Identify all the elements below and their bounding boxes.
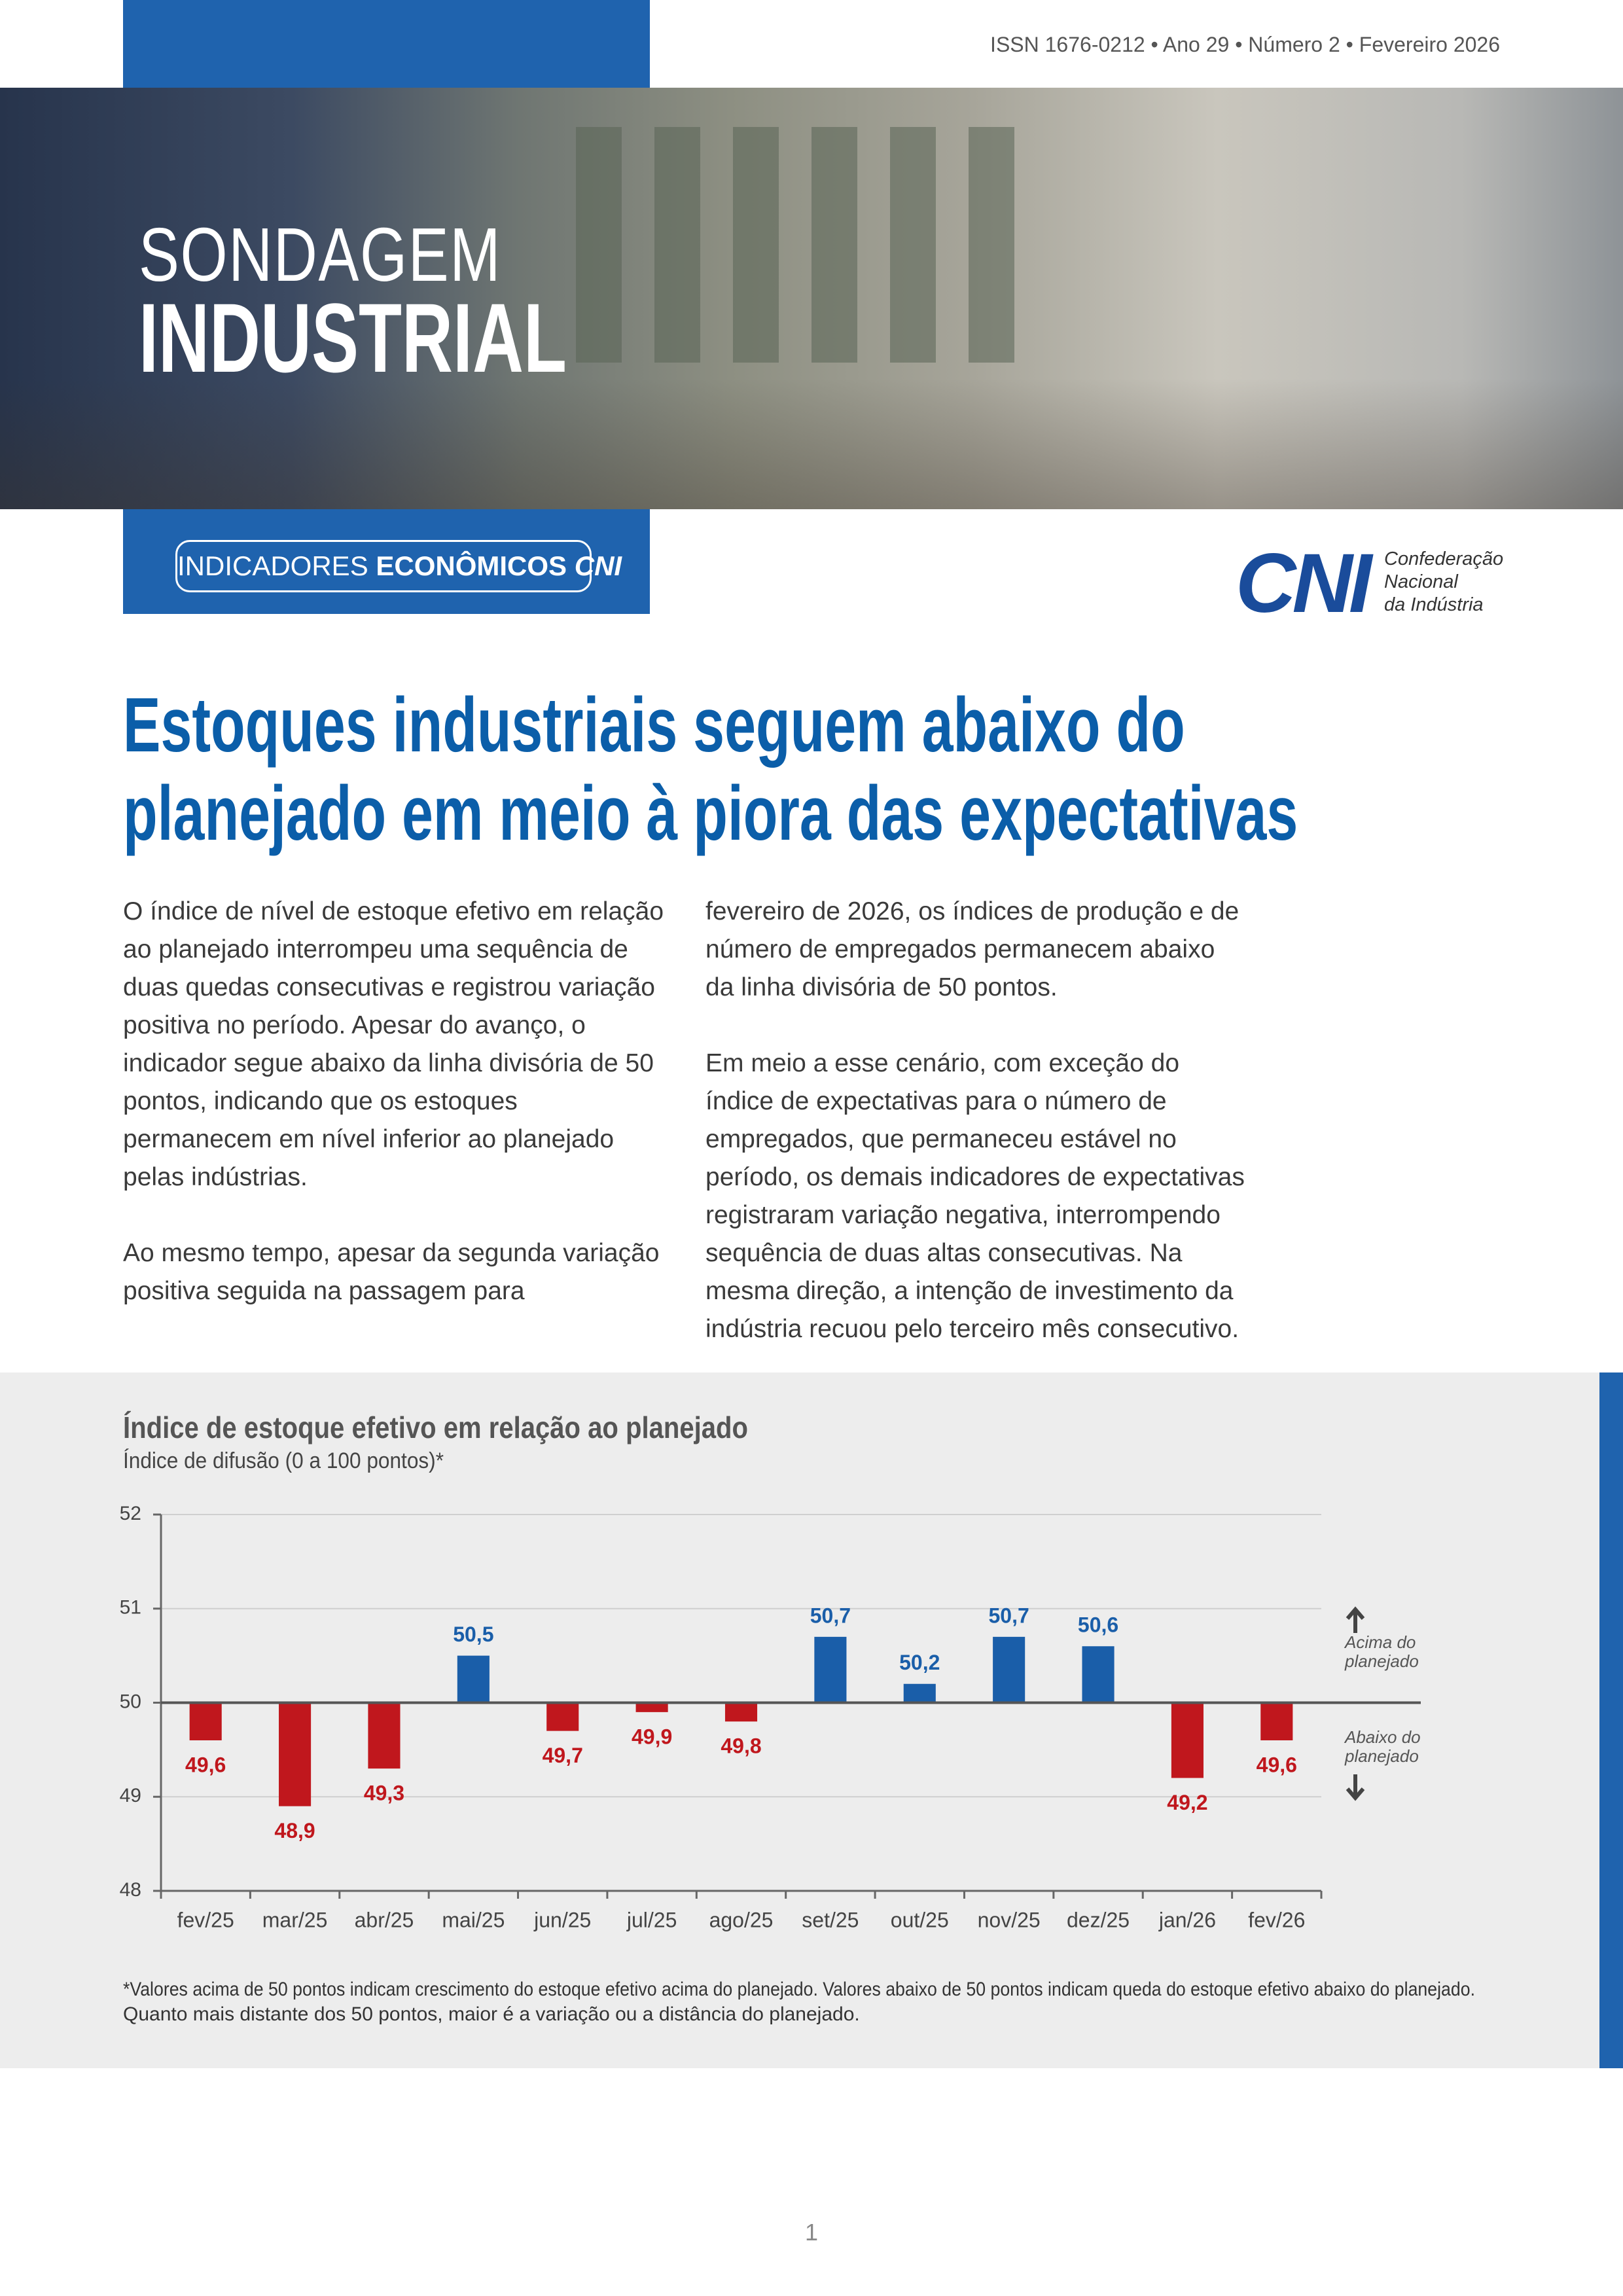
value-label: 49,7 [543, 1744, 583, 1767]
value-label: 49,6 [185, 1753, 226, 1776]
side-bar [1599, 1372, 1623, 2068]
x-tick-label: ago/25 [709, 1908, 774, 1931]
photo-shape [812, 127, 857, 363]
footnote: Quanto mais distante dos 50 pontos, maio… [123, 2003, 860, 2025]
badge-bar [123, 509, 650, 614]
x-tick-label: mai/25 [442, 1908, 505, 1931]
text-column: fevereiro de 2026, os índices de produçã… [705, 893, 1249, 1386]
value-label: 50,5 [453, 1623, 493, 1646]
y-tick-label: 51 [120, 1597, 141, 1619]
value-label: 49,2 [1167, 1791, 1207, 1814]
photo-shape [890, 127, 936, 363]
paragraph: O índice de nível de estoque efetivo em … [123, 897, 664, 1191]
badge-text: ECONÔMICOS [376, 550, 567, 581]
value-label: 50,7 [989, 1604, 1029, 1627]
arrow-down [1346, 1774, 1365, 1801]
page-number: 1 [804, 2219, 819, 2246]
annotation: planejado [1344, 1746, 1419, 1766]
x-tick-label: dez/25 [1067, 1908, 1130, 1931]
bar [1082, 1646, 1115, 1703]
x-tick-label: jul/25 [626, 1908, 677, 1931]
photo-shape [733, 127, 779, 363]
bar [903, 1683, 936, 1703]
badge-brand: CNI [574, 550, 622, 581]
value-label: 49,8 [721, 1734, 761, 1758]
photo-shape [654, 127, 700, 363]
y-tick-label: 48 [120, 1879, 141, 1901]
value-label: 49,3 [364, 1782, 404, 1805]
x-tick-label: jun/25 [533, 1908, 591, 1931]
text-column: O índice de nível de estoque efetivo em … [123, 893, 666, 1348]
bar [1171, 1702, 1204, 1778]
y-tick-label: 49 [120, 1785, 141, 1806]
logo: CNI [1236, 537, 1372, 630]
series-title: INDUSTRIAL [139, 283, 567, 393]
annotation: Acima do [1344, 1632, 1416, 1652]
x-tick-label: fev/25 [177, 1908, 234, 1931]
series-title: SONDAGEM [139, 212, 502, 297]
bar [1260, 1702, 1293, 1740]
value-label: 50,6 [1078, 1613, 1118, 1637]
value-label: 49,9 [632, 1725, 672, 1748]
header-photo [0, 88, 1623, 509]
chart-subtitle: Índice de difusão (0 a 100 pontos)* [123, 1448, 444, 1473]
paragraph: Em meio a esse cenário, com exceção do í… [705, 1049, 1245, 1343]
annotation: planejado [1344, 1651, 1419, 1671]
bar [457, 1655, 490, 1703]
headline: planejado em meio à piora das expectativ… [123, 770, 1298, 857]
chart-background [0, 1372, 1599, 2068]
bar [814, 1636, 847, 1703]
logo-text: Nacional [1384, 571, 1458, 592]
arrow-up [1346, 1606, 1365, 1633]
paragraph: fevereiro de 2026, os índices de produçã… [705, 897, 1240, 1001]
value-label: 50,2 [899, 1651, 940, 1674]
value-label: 50,7 [810, 1604, 851, 1627]
bar [993, 1636, 1026, 1703]
x-tick-label: out/25 [891, 1908, 949, 1931]
footnote: *Valores acima de 50 pontos indicam cres… [123, 1979, 1475, 2000]
x-tick-label: mar/25 [262, 1908, 328, 1931]
y-tick-label: 52 [120, 1503, 141, 1524]
photo-shape [576, 127, 622, 363]
photo-shape [969, 127, 1014, 363]
bar [368, 1702, 401, 1769]
x-tick-label: jan/26 [1158, 1908, 1216, 1931]
bar [546, 1702, 579, 1731]
x-tick-label: set/25 [802, 1908, 859, 1931]
x-tick-label: nov/25 [978, 1908, 1041, 1931]
badge: INDICADORES ECONÔMICOS CNI [175, 540, 622, 592]
bar [189, 1702, 222, 1740]
header-bar [123, 0, 650, 88]
headline: Estoques industriais seguem abaixo do [123, 682, 1185, 768]
chart: Índice de estoque efetivo em relação ao … [0, 1372, 1623, 2068]
bar [724, 1702, 758, 1722]
issn: ISSN 1676-0212 • Ano 29 • Número 2 • Fev… [990, 33, 1500, 56]
value-label: 49,6 [1257, 1753, 1297, 1776]
photo-shape [0, 378, 1623, 509]
paragraph: Ao mesmo tempo, apesar da segunda variaç… [123, 1239, 660, 1305]
logo-text: Confederação [1384, 548, 1504, 569]
annotation: Abaixo do [1344, 1727, 1421, 1747]
x-tick-label: fev/26 [1248, 1908, 1305, 1931]
value-label: 48,9 [274, 1819, 315, 1842]
chart-title: Índice de estoque efetivo em relação ao … [123, 1410, 748, 1444]
badge-text: INDICADORES [177, 550, 368, 581]
x-tick-label: abr/25 [355, 1908, 414, 1931]
bar [635, 1702, 668, 1712]
y-tick-label: 50 [120, 1691, 141, 1712]
logo-text: da Indústria [1384, 594, 1484, 615]
bar [279, 1702, 312, 1806]
